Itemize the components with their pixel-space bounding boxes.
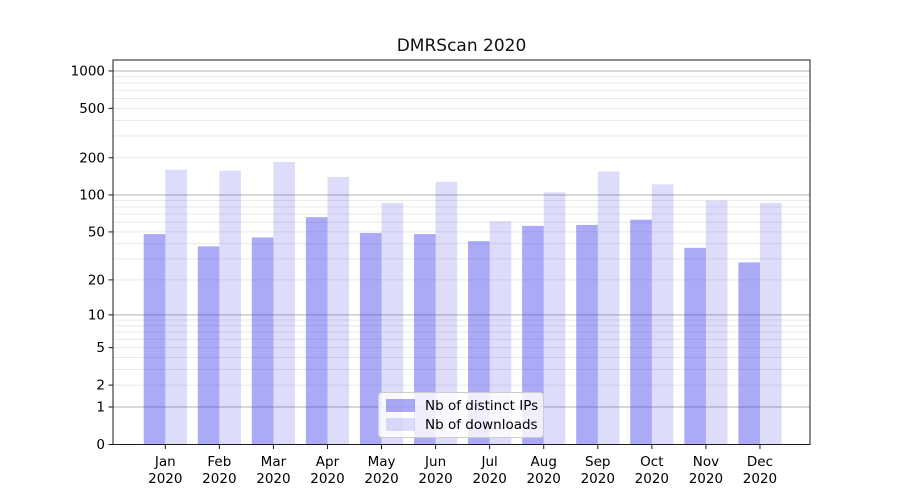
x-tick-label-month: Mar: [261, 454, 287, 470]
bar-downloads-apr: [327, 176, 350, 445]
bar-downloads-may: [381, 203, 404, 445]
bar-distinct-ips-dec: [738, 262, 760, 445]
x-tick-label-year: 2020: [148, 471, 182, 487]
legend-swatch-distinct-ips: [386, 399, 415, 412]
bar-downloads-nov: [705, 200, 728, 445]
bar-downloads-sep: [597, 171, 620, 445]
x-tick-label-year: 2020: [418, 471, 452, 487]
bar-downloads-dec: [759, 203, 782, 445]
x-tick-label-year: 2020: [472, 471, 506, 487]
x-tick-label-month: Sep: [585, 454, 610, 470]
y-tick-label: 500: [79, 101, 105, 117]
legend-swatch-downloads: [386, 418, 415, 431]
bar-distinct-ips-apr: [305, 217, 328, 445]
bar-distinct-ips-feb: [197, 246, 220, 445]
bar-distinct-ips-aug: [522, 225, 544, 445]
x-tick-label-month: Jun: [424, 454, 446, 470]
bar-downloads-aug: [543, 192, 566, 445]
bar-distinct-ips-may: [359, 232, 382, 445]
bar-downloads-jul: [489, 221, 512, 445]
bar-distinct-ips-mar: [251, 237, 274, 445]
x-tick-label-year: 2020: [527, 471, 561, 487]
x-tick-label-month: Jan: [154, 454, 176, 470]
x-tick-label-month: May: [368, 454, 396, 470]
bar-downloads-mar: [273, 161, 296, 445]
x-tick-label-month: Feb: [207, 454, 231, 470]
legend-item-downloads: Nb of downloads: [386, 416, 538, 433]
x-tick-label-year: 2020: [743, 471, 777, 487]
y-tick-label: 100: [79, 187, 105, 203]
x-tick-label-month: Oct: [640, 454, 663, 470]
legend-label-distinct-ips: Nb of distinct IPs: [425, 397, 539, 414]
bar-downloads-jun: [435, 181, 458, 445]
x-tick-label-year: 2020: [689, 471, 723, 487]
y-tick-label: 10: [88, 307, 105, 323]
y-tick-label: 1000: [71, 63, 105, 79]
bar-downloads-oct: [651, 184, 674, 445]
legend-item-distinct-ips: Nb of distinct IPs: [386, 397, 539, 414]
bar-distinct-ips-oct: [630, 219, 652, 445]
x-tick-label-month: Dec: [747, 454, 773, 470]
y-tick-label: 1: [96, 400, 105, 416]
y-tick-label: 0: [96, 437, 105, 453]
bar-distinct-ips-nov: [684, 247, 706, 445]
legend: Nb of distinct IPs Nb of downloads: [378, 392, 544, 438]
y-tick-label: 20: [88, 272, 105, 288]
x-tick-label-month: Nov: [693, 454, 719, 470]
x-tick-label-month: Jul: [481, 454, 498, 470]
y-tick-label: 5: [96, 340, 105, 356]
axis-frame: [112, 59, 811, 445]
y-tick-label: 2: [96, 378, 105, 394]
chart-title: DMRScan 2020: [396, 36, 527, 56]
bar-distinct-ips-jun: [414, 234, 436, 445]
y-tick-label: 200: [79, 150, 105, 166]
x-tick-label-month: Aug: [531, 454, 557, 470]
bar-distinct-ips-sep: [576, 224, 598, 445]
legend-label-downloads: Nb of downloads: [425, 416, 538, 433]
bar-distinct-ips-jan: [143, 234, 166, 445]
bar-downloads-jan: [165, 169, 187, 445]
x-tick-label-year: 2020: [310, 471, 344, 487]
x-tick-label-month: Apr: [316, 454, 340, 470]
x-tick-label-year: 2020: [581, 471, 615, 487]
y-tick-label: 50: [88, 224, 105, 240]
bar-downloads-feb: [219, 170, 241, 445]
x-tick-label-year: 2020: [364, 471, 398, 487]
x-tick-label-year: 2020: [202, 471, 236, 487]
x-tick-label-year: 2020: [256, 471, 290, 487]
x-tick-label-year: 2020: [635, 471, 669, 487]
